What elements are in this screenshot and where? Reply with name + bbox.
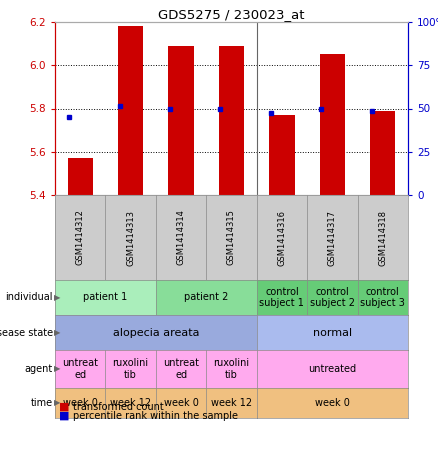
Bar <box>118 26 143 195</box>
Text: ▶: ▶ <box>54 328 60 337</box>
Text: week 12: week 12 <box>211 398 252 408</box>
Bar <box>370 111 396 195</box>
Text: disease state: disease state <box>0 328 53 337</box>
Text: untreat
ed: untreat ed <box>62 358 98 380</box>
Bar <box>269 115 294 195</box>
Text: GSM1414317: GSM1414317 <box>328 209 337 265</box>
Text: GSM1414316: GSM1414316 <box>277 209 286 265</box>
Text: control
subject 2: control subject 2 <box>310 287 355 308</box>
Text: week 0: week 0 <box>63 398 98 408</box>
Text: week 0: week 0 <box>315 398 350 408</box>
Text: week 12: week 12 <box>110 398 151 408</box>
Text: GSM1414315: GSM1414315 <box>227 210 236 265</box>
Text: GSM1414312: GSM1414312 <box>76 210 85 265</box>
Text: agent: agent <box>25 364 53 374</box>
Text: transformed count: transformed count <box>73 402 163 412</box>
Text: patient 2: patient 2 <box>184 293 229 303</box>
Text: GSM1414318: GSM1414318 <box>378 209 387 265</box>
Text: alopecia areata: alopecia areata <box>113 328 199 337</box>
Text: ruxolini
tib: ruxolini tib <box>213 358 250 380</box>
Text: ▶: ▶ <box>54 293 60 302</box>
Text: control
subject 3: control subject 3 <box>360 287 405 308</box>
Text: ▶: ▶ <box>54 365 60 374</box>
Text: time: time <box>31 398 53 408</box>
Text: ruxolini
tib: ruxolini tib <box>113 358 149 380</box>
Title: GDS5275 / 230023_at: GDS5275 / 230023_at <box>158 8 305 21</box>
Bar <box>320 54 345 195</box>
Text: GSM1414313: GSM1414313 <box>126 209 135 265</box>
Text: normal: normal <box>313 328 352 337</box>
Text: percentile rank within the sample: percentile rank within the sample <box>73 411 237 421</box>
Text: ▶: ▶ <box>54 399 60 408</box>
Bar <box>219 46 244 195</box>
Text: control
subject 1: control subject 1 <box>259 287 304 308</box>
Text: ■: ■ <box>60 402 70 412</box>
Text: ■: ■ <box>60 411 70 421</box>
Text: untreat
ed: untreat ed <box>163 358 199 380</box>
Bar <box>169 46 194 195</box>
Text: patient 1: patient 1 <box>83 293 127 303</box>
Text: week 0: week 0 <box>164 398 198 408</box>
Text: individual: individual <box>5 293 53 303</box>
Text: untreated: untreated <box>308 364 357 374</box>
Bar <box>67 158 93 195</box>
Text: GSM1414314: GSM1414314 <box>177 210 186 265</box>
